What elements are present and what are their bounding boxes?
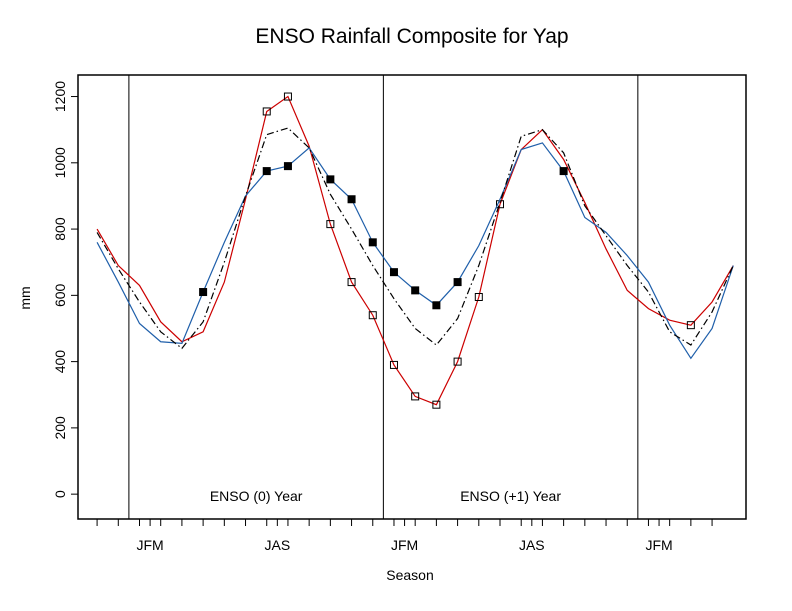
x-tick-label: JFM bbox=[391, 537, 418, 553]
year-annotations: ENSO (0) Year ENSO (+1) Year bbox=[210, 488, 562, 504]
data-point-open bbox=[686, 321, 695, 330]
x-axis: JFM JAS JFM JAS JFM bbox=[96, 519, 713, 553]
data-point-open bbox=[262, 107, 271, 116]
data-point-open bbox=[432, 400, 441, 409]
series-2 bbox=[96, 142, 734, 360]
data-point-open bbox=[474, 293, 483, 301]
data-point-filled bbox=[411, 286, 420, 295]
year-annotation: ENSO (+1) Year bbox=[460, 488, 561, 504]
y-tick-label: 0 bbox=[52, 490, 68, 498]
x-tick-label: JAS bbox=[264, 537, 290, 553]
y-tick-label: 800 bbox=[52, 217, 68, 241]
data-point-open bbox=[326, 220, 335, 229]
data-point-filled bbox=[368, 238, 377, 247]
plot-frame bbox=[77, 74, 747, 520]
data-point-filled bbox=[453, 278, 462, 287]
x-axis-label: Season bbox=[386, 567, 433, 583]
data-point-open bbox=[347, 278, 356, 287]
data-point-filled bbox=[199, 288, 208, 297]
y-tick-label: 1200 bbox=[52, 81, 68, 112]
series-line bbox=[96, 95, 734, 406]
y-axis: 0 200 400 600 800 1000 1200 bbox=[52, 81, 78, 498]
data-point-filled bbox=[262, 167, 271, 176]
data-point-filled bbox=[347, 195, 356, 204]
data-point-open bbox=[389, 360, 398, 369]
chart-title: ENSO Rainfall Composite for Yap bbox=[255, 25, 568, 48]
y-tick-label: 600 bbox=[52, 283, 68, 307]
season-dividers bbox=[128, 75, 639, 519]
data-point-filled bbox=[283, 162, 292, 171]
x-tick-label: JFM bbox=[136, 537, 163, 553]
data-point-open bbox=[368, 311, 377, 320]
series-3 bbox=[96, 127, 734, 350]
data-point-filled bbox=[389, 268, 398, 277]
y-tick-label: 200 bbox=[52, 416, 68, 440]
data-point-filled bbox=[326, 175, 335, 184]
series-line bbox=[96, 127, 734, 350]
series-layer bbox=[96, 92, 734, 409]
data-point-open bbox=[283, 92, 292, 101]
data-point-filled bbox=[432, 301, 441, 310]
series-1 bbox=[96, 92, 734, 409]
y-tick-label: 1000 bbox=[52, 147, 68, 178]
data-point-filled bbox=[559, 167, 568, 176]
x-tick-label: JFM bbox=[645, 537, 672, 553]
data-point-open bbox=[411, 392, 420, 401]
y-tick-label: 400 bbox=[52, 350, 68, 374]
y-axis-label: mm bbox=[17, 286, 33, 309]
data-point-open bbox=[496, 200, 505, 209]
data-point-open bbox=[453, 357, 462, 366]
x-tick-label: JAS bbox=[519, 537, 545, 553]
year-annotation: ENSO (0) Year bbox=[210, 488, 303, 504]
